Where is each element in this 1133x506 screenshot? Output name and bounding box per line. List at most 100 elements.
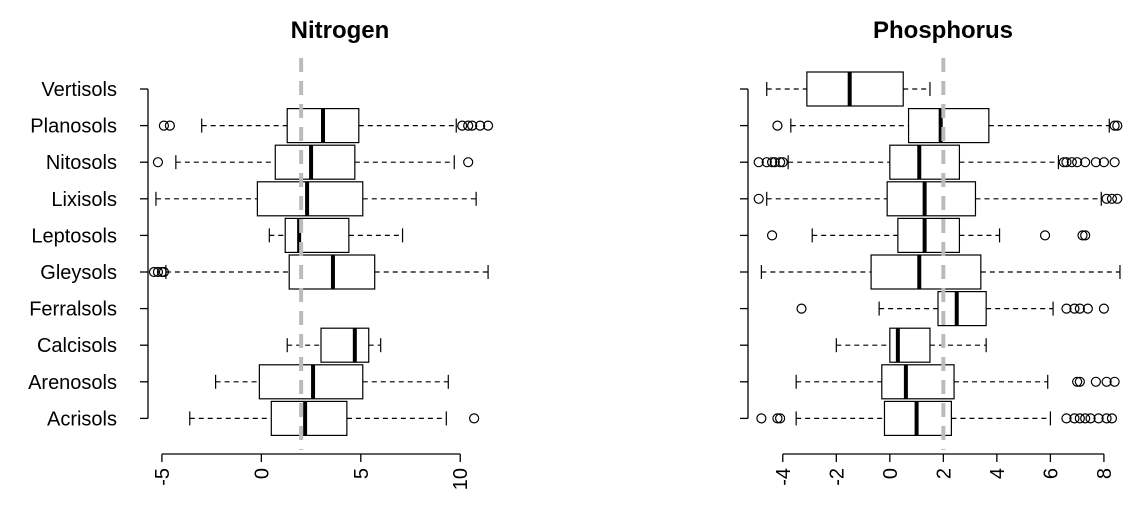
outlier-point — [457, 120, 468, 131]
boxplot-gleysols — [148, 254, 489, 290]
outlier-point — [158, 120, 170, 131]
outlier-point — [1109, 120, 1120, 131]
category-label: Calcisols — [37, 335, 117, 357]
category-label: Lixisols — [51, 189, 117, 211]
outlier-point — [1039, 230, 1051, 241]
x-tick-label: -5 — [152, 468, 174, 486]
outlier-point — [1061, 303, 1072, 314]
boxplot-acrisols — [756, 400, 1118, 436]
outlier-point — [1112, 120, 1123, 131]
outlier-point — [1101, 193, 1112, 204]
boxplot-lixisols — [155, 181, 477, 217]
box-iqr — [870, 254, 982, 290]
outlier-point — [1080, 413, 1091, 424]
boxplot-leptosols — [268, 217, 404, 253]
outlier-point — [164, 120, 175, 131]
x-tick-label: 2 — [933, 468, 955, 479]
outlier-point — [148, 266, 160, 278]
box-iqr — [256, 181, 364, 217]
outlier-point — [1109, 157, 1120, 168]
outlier-point — [1101, 413, 1112, 424]
x-tick-label: 8 — [1094, 468, 1116, 479]
outlier-point — [1074, 413, 1085, 424]
x-tick-label: -2 — [826, 468, 848, 486]
outlier-point — [1077, 230, 1088, 241]
outlier-point — [482, 120, 494, 131]
outlier-point — [1098, 303, 1110, 314]
outlier-point — [756, 413, 767, 424]
outlier-point — [463, 157, 474, 168]
box-iqr — [889, 144, 961, 180]
category-label: Leptosols — [31, 225, 117, 247]
boxplot-calcisols — [835, 327, 987, 363]
outlier-point — [1069, 303, 1080, 314]
category-label: Arenosols — [28, 372, 117, 394]
category-label: Acrisols — [47, 408, 117, 430]
outlier-point — [158, 266, 170, 278]
x-tick-label: -4 — [773, 468, 795, 486]
boxplot-calcisols — [286, 327, 382, 363]
outlier-point — [152, 266, 164, 278]
outlier-point — [152, 157, 164, 168]
boxplot-vertisols — [766, 71, 931, 107]
outlier-point — [1080, 157, 1091, 168]
outlier-point — [1082, 303, 1093, 314]
outlier-point — [796, 303, 807, 314]
boxplot-nitosols — [753, 144, 1120, 180]
x-tick-label: 4 — [987, 468, 1009, 479]
outlier-point — [1072, 157, 1083, 168]
boxplot-gleysols — [760, 254, 1121, 290]
outlier-point — [463, 120, 474, 131]
boxplot-arenosols — [215, 364, 449, 400]
box-iqr — [937, 291, 987, 327]
box-iqr — [274, 144, 356, 180]
boxplot-arenosols — [795, 364, 1120, 400]
outlier-point — [753, 157, 764, 168]
outlier-point — [772, 413, 783, 424]
outlier-point — [1106, 413, 1118, 424]
outlier-point — [775, 157, 786, 168]
box-iqr — [320, 327, 370, 363]
outlier-point — [766, 230, 778, 241]
boxplot-planosols — [772, 107, 1123, 144]
box-iqr — [886, 181, 977, 217]
boxplot-leptosols — [766, 217, 1091, 253]
chart-title: Phosphorus — [873, 17, 1013, 44]
outlier-point — [1069, 413, 1080, 424]
box-iqr — [897, 217, 961, 253]
chart-panel-1: Phosphorus -4 -2 0 2 4 6 8 — [740, 17, 1123, 486]
box-iqr — [806, 71, 904, 107]
chart-panel-0: Nitrogen Vertisols Planosols Nitosols Lixiso… — [28, 17, 494, 490]
outlier-point — [1098, 157, 1110, 168]
category-label: Vertisols — [41, 79, 117, 101]
outlier-point — [1106, 193, 1118, 204]
outlier-point — [1072, 376, 1083, 387]
outlier-point — [772, 120, 783, 131]
outlier-point — [777, 157, 788, 168]
outlier-point — [467, 120, 478, 131]
x-tick-label: 5 — [351, 468, 373, 479]
outlier-point — [1061, 413, 1072, 424]
outlier-point — [1112, 193, 1123, 204]
outlier-point — [1090, 157, 1101, 168]
boxplot-lixisols — [753, 181, 1123, 217]
outlier-point — [1074, 303, 1085, 314]
outlier-point — [475, 120, 486, 131]
boxplot-planosols — [158, 107, 494, 144]
box-iqr — [270, 400, 348, 436]
outlier-point — [1109, 376, 1120, 387]
x-tick-label: 6 — [1040, 468, 1062, 479]
box-iqr — [907, 107, 990, 144]
outlier-point — [469, 413, 480, 424]
category-label: Gleysols — [40, 262, 117, 284]
outlier-point — [1080, 230, 1091, 241]
box-iqr — [889, 327, 931, 363]
x-tick-label: 0 — [251, 468, 273, 479]
outlier-point — [1058, 157, 1069, 168]
boxplot-nitosols — [152, 144, 474, 180]
x-tick-label: 0 — [880, 468, 902, 479]
boxplot-acrisols — [189, 400, 480, 436]
boxplot-ferralsols — [796, 291, 1110, 327]
